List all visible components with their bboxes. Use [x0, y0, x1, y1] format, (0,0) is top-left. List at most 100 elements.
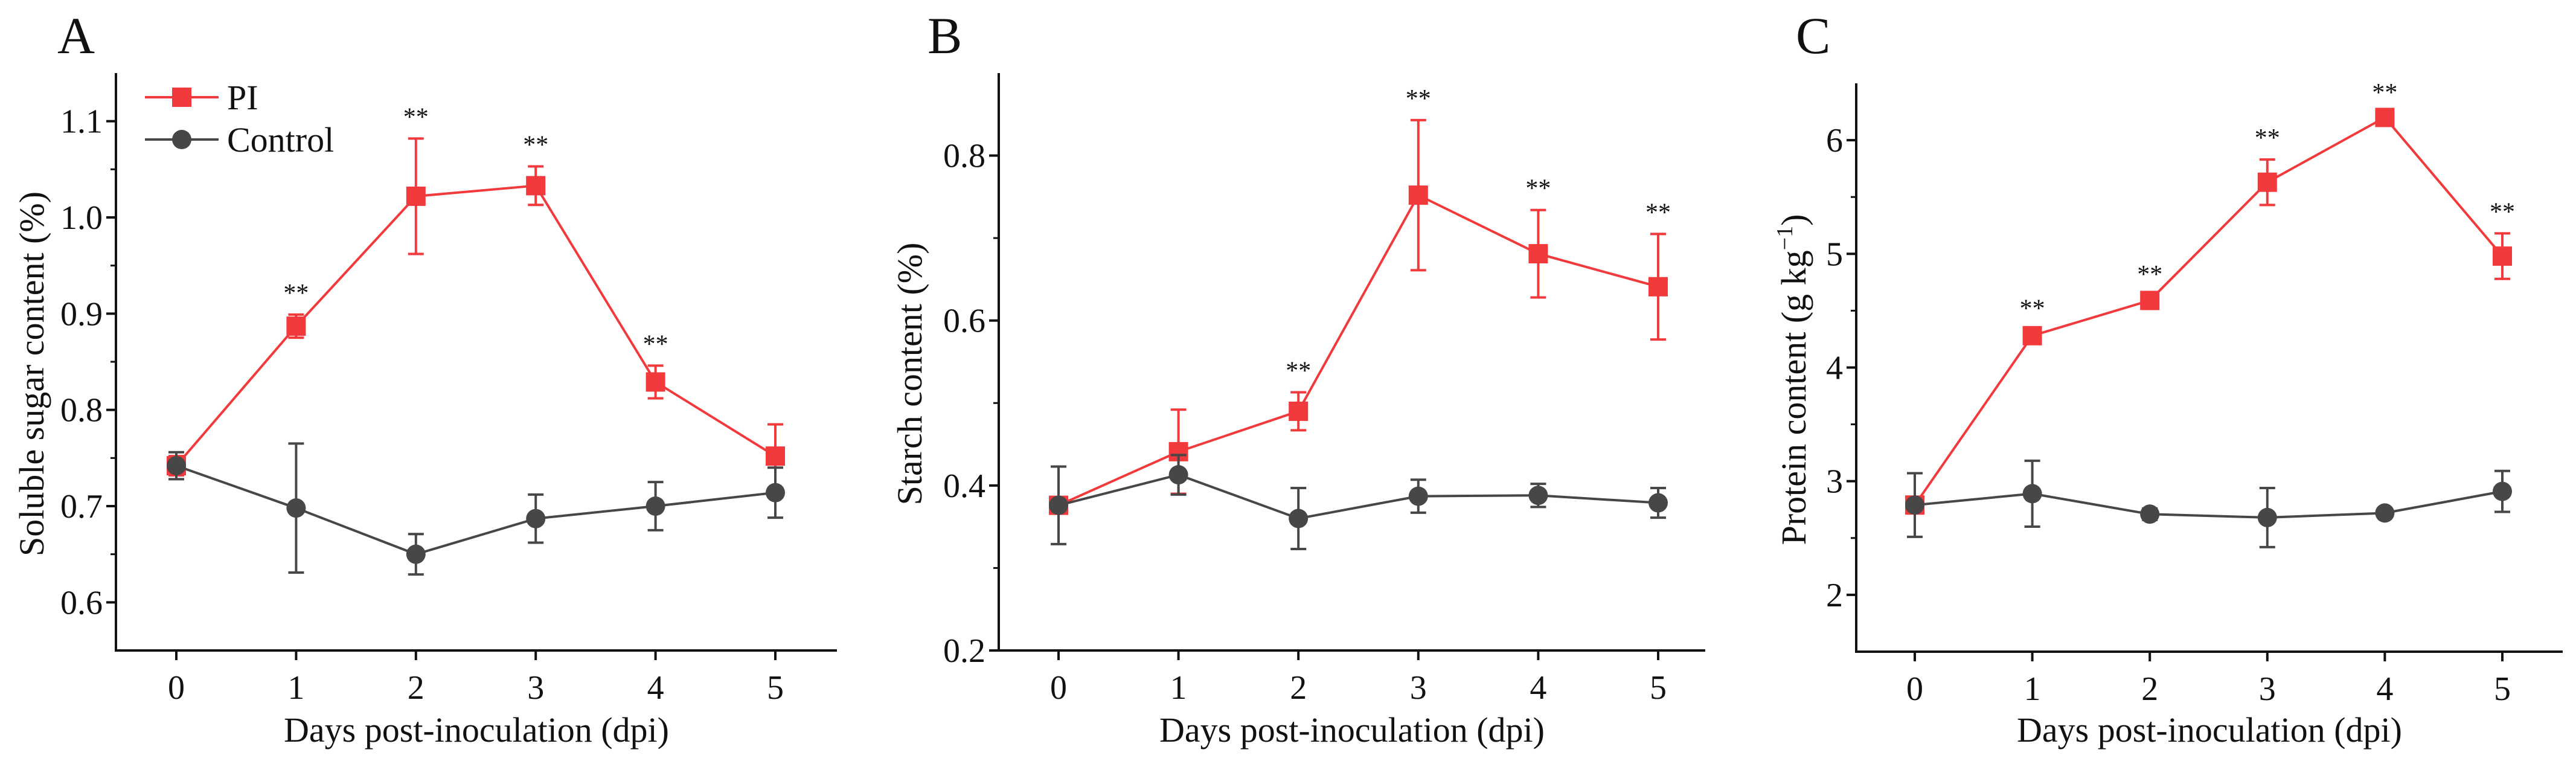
- x-tick-label: 0: [1906, 670, 1923, 708]
- x-tick-label: 3: [527, 669, 544, 707]
- y-tick-label: 1.0: [60, 199, 103, 237]
- panel-c: C 2 3 4 5 6 0 1 2 3 4 5 Days post-inoculation (dpi) P…: [1772, 7, 2563, 750]
- y-tick-label: 0.7: [60, 488, 103, 525]
- y-tick-label: 0.6: [60, 584, 103, 621]
- x-tick-label: 0: [168, 669, 185, 707]
- significance-marker: **: [643, 330, 668, 358]
- y-axis-title-main: Protein content (g kg: [1774, 250, 1813, 545]
- y-tick-label: 3: [1826, 463, 1843, 501]
- legend-item-control: Control: [145, 120, 334, 159]
- y-tick-label: 4: [1826, 350, 1843, 387]
- significance-marker: **: [2490, 198, 2515, 226]
- y-tick-label: 0.9: [60, 295, 103, 333]
- pi-marker-square: [2140, 291, 2160, 310]
- pi-marker-square: [526, 176, 546, 196]
- control-marker-circle: [2493, 481, 2512, 501]
- legend-square-icon: [172, 88, 191, 107]
- pi-marker-square: [1408, 185, 1428, 205]
- y-tick-label: 0.6: [943, 303, 985, 340]
- legend-item-pi: PI: [145, 78, 258, 117]
- x-tick-label: 2: [408, 669, 425, 707]
- y-axis-title-main: Starch content (%): [890, 243, 929, 506]
- significance-marker: **: [403, 103, 429, 131]
- pi-marker-square: [646, 372, 665, 392]
- x-tick-label: 5: [2494, 670, 2511, 708]
- control-marker-circle: [406, 544, 426, 564]
- control-marker-circle: [1905, 495, 1924, 515]
- control-marker-circle: [526, 509, 546, 528]
- y-tick-label: 0.8: [60, 392, 103, 429]
- legend-label: Control: [227, 120, 334, 159]
- y-tick-label: 0.8: [943, 138, 985, 175]
- control-marker-circle: [766, 483, 785, 503]
- pi-marker-square: [1289, 401, 1309, 421]
- y-axis-title-superscript: −1: [1772, 226, 1798, 250]
- pi-marker-square: [2257, 172, 2277, 192]
- panel-letter: B: [928, 7, 962, 65]
- pi-marker-square: [1528, 244, 1548, 264]
- significance-marker: **: [2255, 124, 2280, 152]
- x-tick-label: 4: [2376, 670, 2393, 708]
- significance-marker: **: [1406, 85, 1431, 113]
- panel-a: A 0.6 0.7 0.8 0.9 1.0 1.1 0 1 2 3 4 5 Days post-inocu…: [12, 7, 837, 750]
- control-marker-circle: [2257, 507, 2277, 527]
- significance-marker: **: [2372, 79, 2397, 107]
- pi-series-line: [175, 184, 777, 467]
- y-axis-title: Soluble sugar content (%): [12, 191, 51, 556]
- y-tick-label: 0.2: [943, 632, 985, 670]
- significance-marker: **: [2137, 261, 2162, 289]
- significance-marker: **: [1286, 358, 1311, 385]
- pi-marker-square: [1648, 277, 1668, 297]
- pi-marker-square: [766, 446, 785, 466]
- legend-label: PI: [227, 78, 258, 117]
- significance-marker: **: [1525, 175, 1551, 203]
- y-axis-title: Protein content (g kg−1): [1772, 214, 1813, 545]
- control-marker-circle: [2140, 504, 2160, 524]
- significance-marker: **: [1645, 199, 1671, 226]
- x-tick-label: 0: [1050, 669, 1067, 707]
- control-series-line: [176, 464, 776, 556]
- x-tick-label: 5: [1650, 669, 1667, 707]
- control-marker-circle: [1049, 495, 1068, 515]
- pi-marker-square: [286, 316, 306, 336]
- x-axis-title: Days post-inoculation (dpi): [284, 710, 669, 750]
- control-marker-circle: [1289, 509, 1309, 528]
- legend-circle-icon: [172, 130, 191, 149]
- control-marker-circle: [167, 456, 186, 476]
- x-tick-label: 2: [2141, 670, 2158, 708]
- y-tick-label: 0.4: [943, 467, 985, 505]
- control-marker-circle: [2375, 503, 2395, 523]
- x-tick-label: 5: [767, 669, 784, 707]
- control-marker-circle: [1168, 465, 1188, 485]
- y-tick-label: 1.1: [60, 103, 103, 141]
- y-tick-label: 6: [1826, 122, 1843, 159]
- significance-marker: **: [523, 132, 548, 159]
- significance-marker: **: [2020, 295, 2045, 323]
- pi-marker-square: [2493, 246, 2512, 266]
- control-marker-circle: [2022, 484, 2042, 504]
- x-tick-label: 4: [1530, 669, 1546, 707]
- pi-marker-square: [2022, 326, 2042, 345]
- x-axis-title: Days post-inoculation (dpi): [1159, 710, 1545, 750]
- y-axis-title: Starch content (%): [890, 243, 929, 506]
- control-marker-circle: [646, 496, 665, 516]
- control-series-line: [1058, 474, 1659, 520]
- y-axis-title-end: ): [1774, 214, 1813, 226]
- control-marker-circle: [286, 498, 306, 518]
- pi-series-line: [1058, 193, 1659, 507]
- y-tick-label: 2: [1826, 577, 1843, 614]
- pi-marker-square: [406, 186, 426, 206]
- panel-letter: A: [57, 7, 95, 65]
- control-marker-circle: [1408, 486, 1428, 506]
- control-series-line: [1914, 490, 2503, 519]
- x-tick-label: 1: [287, 669, 304, 707]
- x-tick-label: 1: [2024, 670, 2041, 708]
- panel-letter: C: [1796, 7, 1830, 65]
- x-axis-title: Days post-inoculation (dpi): [2017, 710, 2402, 750]
- pi-series-line: [1914, 115, 2504, 506]
- panel-b: B 0.2 0.4 0.6 0.8 0 1 2 3 4 5 Days post-inoculation…: [890, 7, 1705, 750]
- x-tick-label: 2: [1290, 669, 1307, 707]
- x-tick-label: 1: [1170, 669, 1187, 707]
